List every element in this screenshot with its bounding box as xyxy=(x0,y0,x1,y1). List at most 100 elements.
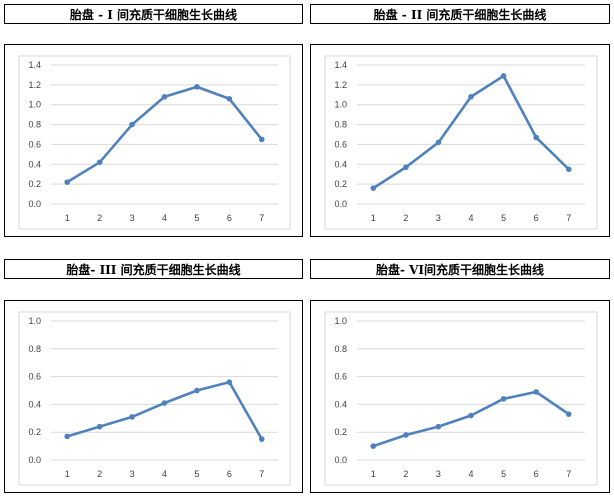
data-point xyxy=(64,433,71,440)
y-tick-label: 0.2 xyxy=(334,427,347,437)
x-tick-label: 3 xyxy=(436,469,441,479)
line-chart-4: 0.0 0.2 0.4 0.6 0.8 1.0 1 2 3 4 5 6 7 xyxy=(324,311,598,486)
chart-group: 0.0 0.2 0.4 0.6 0.8 1.0 1 2 3 4 5 6 7 xyxy=(18,311,291,486)
data-point xyxy=(129,121,135,128)
series-line xyxy=(371,74,571,190)
x-tick-label: 3 xyxy=(130,213,135,223)
y-tick-label: 1.0 xyxy=(28,316,41,326)
x-tick-label: 5 xyxy=(501,213,506,223)
series-line xyxy=(65,380,264,441)
chart-panel-2: 0.0 0.2 0.4 0.6 0.8 1.0 1.2 1.4 1 2 3 4 5 6 7 xyxy=(310,44,610,237)
series-line xyxy=(371,390,571,448)
data-point xyxy=(565,411,572,417)
x-tick-label: 4 xyxy=(468,469,473,479)
y-tick-label: 1.2 xyxy=(334,80,347,90)
plot-area xyxy=(18,55,291,230)
data-point xyxy=(565,166,572,173)
chart-panel-3: 0.0 0.2 0.4 0.6 0.8 1.0 1 2 3 4 5 6 7 xyxy=(4,300,303,493)
data-point xyxy=(533,389,539,395)
y-tick-label: 1.0 xyxy=(334,100,347,110)
y-tick-label: 0.0 xyxy=(28,199,41,209)
y-tick-label: 0.8 xyxy=(334,120,347,130)
chart-group: 0.0 0.2 0.4 0.6 0.8 1.0 1 2 3 4 5 6 7 xyxy=(324,311,598,486)
x-tick-label: 6 xyxy=(534,469,539,479)
data-point xyxy=(64,179,71,185)
x-tick-label: 2 xyxy=(403,213,408,223)
data-point xyxy=(500,73,507,79)
data-point xyxy=(96,159,103,166)
x-tick-label: 3 xyxy=(436,213,441,223)
x-tick-label: 7 xyxy=(259,469,264,479)
chart-panel-1: 0.0 0.2 0.4 0.6 0.8 1.0 1.2 1.4 1 2 3 4 5 6 7 xyxy=(4,44,303,237)
data-point xyxy=(161,93,168,100)
y-tick-label: 0.8 xyxy=(334,344,347,354)
y-tick-label: 1.0 xyxy=(334,316,347,326)
line-chart-2: 0.0 0.2 0.4 0.6 0.8 1.0 1.2 1.4 1 2 3 4 5 6 7 xyxy=(324,55,598,230)
y-tick-label: 0.6 xyxy=(334,139,347,149)
data-point xyxy=(129,414,135,420)
y-tick-label: 0.6 xyxy=(28,372,41,382)
y-tick-label: 0.2 xyxy=(28,179,41,189)
data-point xyxy=(468,412,474,419)
data-point xyxy=(533,134,539,141)
x-tick-label: 2 xyxy=(97,213,102,223)
y-tick-label: 0.8 xyxy=(28,120,41,130)
data-point xyxy=(435,139,442,146)
data-point xyxy=(403,432,409,438)
y-tick-label: 0.4 xyxy=(28,399,41,409)
data-point xyxy=(370,443,377,449)
chart-title-2: 胎盘 - II 间充质干细胞生长曲线 xyxy=(310,4,610,24)
x-tick-label: 6 xyxy=(227,213,232,223)
x-tick-label: 6 xyxy=(227,469,232,479)
data-point xyxy=(258,136,265,143)
x-tick-label: 4 xyxy=(468,213,473,223)
data-point xyxy=(435,423,442,430)
x-tick-label: 1 xyxy=(65,213,70,223)
chart-title-1: 胎盘 - I 间充质干细胞生长曲线 xyxy=(4,4,303,24)
x-tick-label: 2 xyxy=(97,469,102,479)
data-point xyxy=(194,84,200,90)
x-tick-label: 3 xyxy=(130,469,135,479)
y-tick-label: 1.0 xyxy=(28,100,41,110)
y-tick-label: 1.4 xyxy=(28,60,41,70)
y-tick-label: 0.8 xyxy=(28,344,41,354)
y-tick-label: 0.0 xyxy=(28,455,41,465)
x-tick-label: 6 xyxy=(534,213,539,223)
chart-group: 0.0 0.2 0.4 0.6 0.8 1.0 1.2 1.4 1 2 3 4 5 6 7 xyxy=(18,55,291,230)
data-point xyxy=(500,396,507,402)
plot-area xyxy=(324,311,598,486)
y-tick-label: 0.4 xyxy=(334,159,347,169)
y-tick-label: 0.6 xyxy=(28,139,41,149)
y-tick-label: 0.0 xyxy=(334,199,347,209)
data-point xyxy=(468,93,474,100)
series-line xyxy=(65,85,264,184)
x-tick-label: 7 xyxy=(566,213,571,223)
data-point xyxy=(226,95,233,102)
plot-area xyxy=(18,311,291,486)
y-tick-label: 0.2 xyxy=(334,179,347,189)
y-tick-label: 0.2 xyxy=(28,427,41,437)
x-tick-label: 2 xyxy=(403,469,408,479)
line-chart-1: 0.0 0.2 0.4 0.6 0.8 1.0 1.2 1.4 1 2 3 4 5 6 7 xyxy=(18,55,291,230)
data-point xyxy=(194,387,200,394)
y-tick-label: 0.6 xyxy=(334,372,347,382)
x-tick-label: 4 xyxy=(162,469,167,479)
plot-area xyxy=(324,55,598,230)
x-tick-label: 5 xyxy=(194,469,199,479)
y-tick-label: 0.4 xyxy=(334,399,347,409)
chart-panel-4: 0.0 0.2 0.4 0.6 0.8 1.0 1 2 3 4 5 6 7 xyxy=(310,300,610,493)
y-tick-label: 0.4 xyxy=(28,159,41,169)
x-tick-label: 1 xyxy=(65,469,70,479)
y-tick-label: 1.2 xyxy=(28,80,41,90)
data-point xyxy=(403,164,409,171)
x-tick-label: 7 xyxy=(566,469,571,479)
chart-title-4: 胎盘- VI间充质干细胞生长曲线 xyxy=(310,259,610,279)
chart-title-3: 胎盘- III 间充质干细胞生长曲线 xyxy=(4,259,303,279)
x-tick-label: 5 xyxy=(501,469,506,479)
x-tick-label: 7 xyxy=(259,213,264,223)
data-point xyxy=(258,436,265,442)
y-tick-label: 0.0 xyxy=(334,455,347,465)
data-point xyxy=(370,185,377,191)
x-tick-label: 5 xyxy=(194,213,199,223)
x-tick-label: 4 xyxy=(162,213,167,223)
